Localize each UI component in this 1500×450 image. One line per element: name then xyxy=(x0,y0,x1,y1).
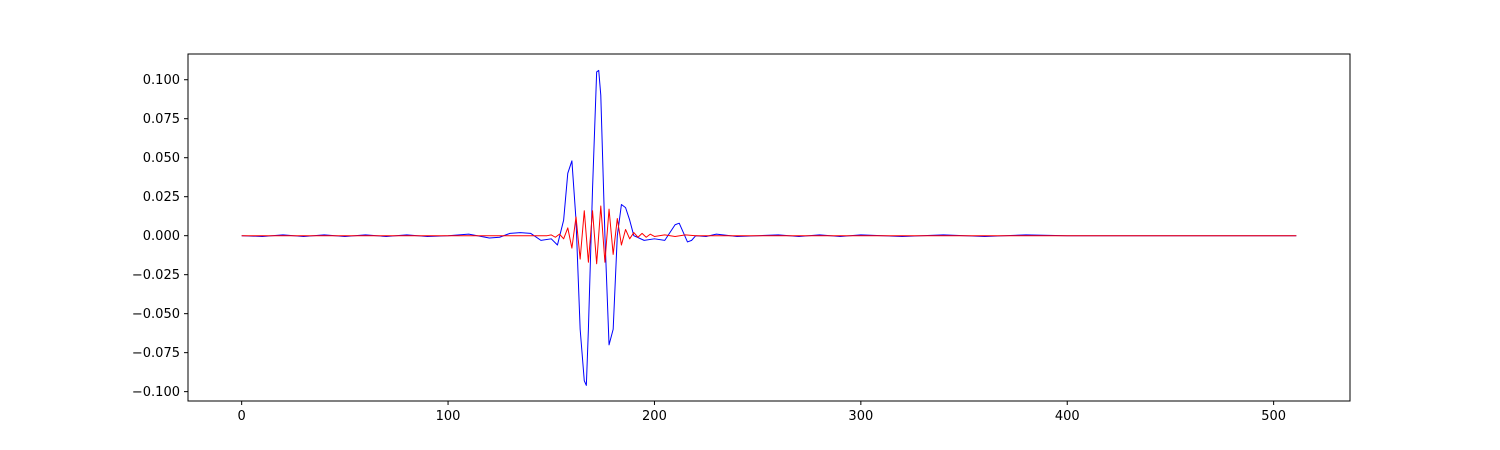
y-tick-label: 0.075 xyxy=(143,112,180,127)
series-layer xyxy=(241,69,1297,386)
y-axis: −0.100 −0.075 −0.050 −0.025 0.000 0.025 0.050 0… xyxy=(132,73,188,400)
y-tick-label: 0.050 xyxy=(143,151,180,166)
x-axis: 0 100 200 300 400 500 xyxy=(238,401,1286,424)
x-tick-label: 200 xyxy=(642,409,667,424)
y-tick-label: −0.075 xyxy=(132,346,180,361)
series-line-1 xyxy=(241,69,1297,386)
y-tick-label: 0.000 xyxy=(143,229,180,244)
y-tick-label: −0.025 xyxy=(132,268,180,283)
y-tick-label: −0.050 xyxy=(132,307,180,322)
x-tick-label: 300 xyxy=(848,409,873,424)
plot-area-frame xyxy=(187,53,1351,402)
x-tick-label: 400 xyxy=(1055,409,1080,424)
y-tick-label: −0.100 xyxy=(132,385,180,400)
x-tick-label: 0 xyxy=(238,409,246,424)
series-line-2 xyxy=(241,205,1297,265)
x-tick-label: 100 xyxy=(436,409,461,424)
y-tick-label: 0.025 xyxy=(143,190,180,205)
x-tick-label: 500 xyxy=(1261,409,1286,424)
y-tick-label: 0.100 xyxy=(143,73,180,88)
